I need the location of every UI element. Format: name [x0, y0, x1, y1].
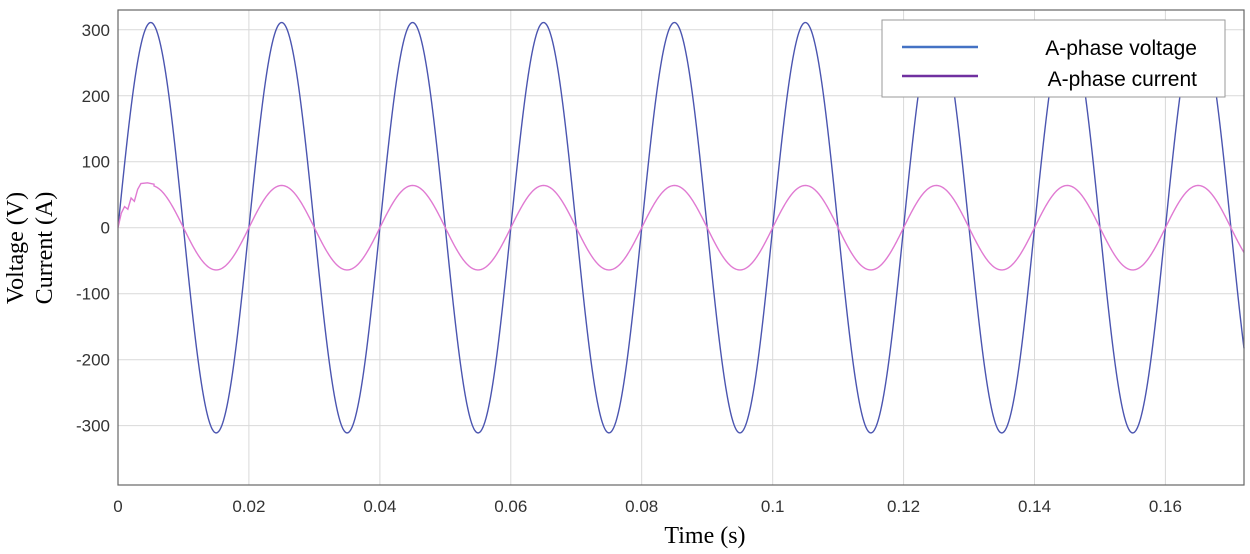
x-tick-label: 0.08: [625, 497, 658, 516]
y-tick-label: 200: [82, 87, 110, 106]
y-axis: 300 200 100 0 -100 -200 -300: [76, 21, 110, 436]
y-tick-label: -300: [76, 417, 110, 436]
x-tick-label: 0.14: [1018, 497, 1051, 516]
y-axis-title-voltage: Voltage (V): [3, 192, 29, 304]
legend-box: [881, 19, 1226, 98]
x-axis-title: Time (s): [664, 523, 745, 549]
y-tick-label: 0: [101, 219, 110, 238]
legend-label-current: A-phase current: [1048, 68, 1198, 91]
y-tick-label: -200: [76, 351, 110, 370]
legend-label-voltage: A-phase voltage: [1045, 37, 1197, 60]
y-tick-label: 300: [82, 21, 110, 40]
plot-frame: [117, 9, 1245, 486]
x-tick-label: 0.16: [1149, 497, 1182, 516]
x-axis: 0 0.02 0.04 0.06 0.08 0.1 0.12 0.14 0.16: [113, 497, 1182, 516]
y-tick-label: 100: [82, 153, 110, 172]
x-tick-label: 0.12: [887, 497, 920, 516]
x-tick-label: 0.02: [232, 497, 265, 516]
x-tick-label: 0: [113, 497, 122, 516]
y-tick-label: -100: [76, 285, 110, 304]
x-tick-label: 0.04: [363, 497, 396, 516]
x-tick-label: 0.1: [761, 497, 785, 516]
series-line-1: [117, 182, 1245, 271]
legend: A-phase voltage A-phase current: [881, 19, 1226, 98]
x-tick-label: 0.06: [494, 497, 527, 516]
y-axis-title-current: Current (A): [32, 192, 58, 305]
